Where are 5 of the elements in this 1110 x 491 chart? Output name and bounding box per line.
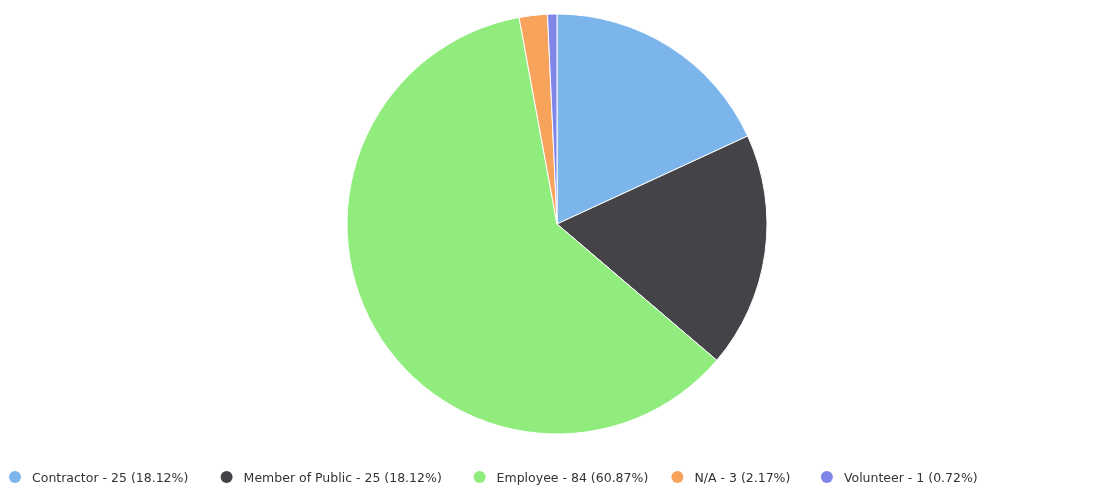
legend-label: N/A - 3 (2.17%) bbox=[694, 469, 791, 485]
legend-label: Employee - 84 (60.87%) bbox=[496, 469, 649, 485]
legend-label: Volunteer - 1 (0.72%) bbox=[843, 469, 978, 485]
legend-label: Contractor - 25 (18.12%) bbox=[32, 469, 189, 485]
legend-label: Member of Public - 25 (18.12%) bbox=[243, 469, 442, 485]
